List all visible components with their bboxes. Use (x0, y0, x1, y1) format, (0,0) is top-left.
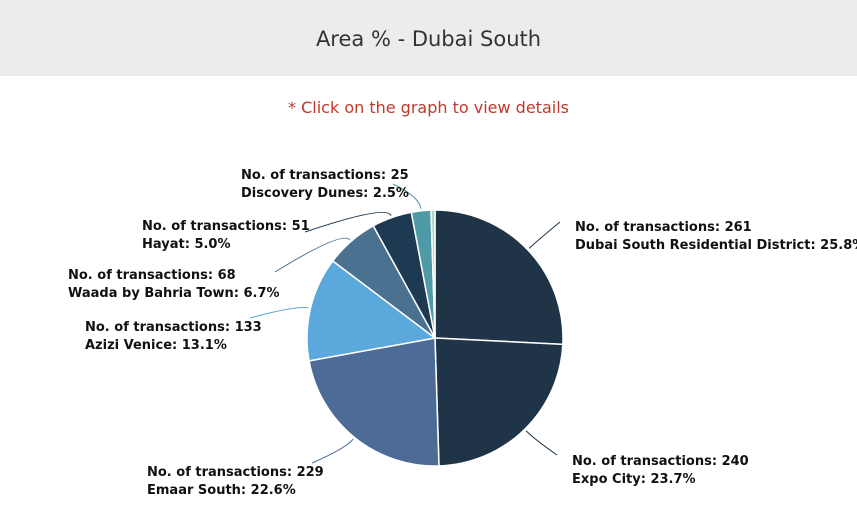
pie-slice[interactable] (434, 337, 564, 467)
value-label: No. of transactions: 261 (575, 220, 752, 235)
connector (274, 237, 351, 273)
subtitle: * Click on the graph to view details (288, 98, 569, 117)
category-label: Hayat: 5.0% (142, 237, 231, 252)
chart-title: Area % - Dubai South (315, 27, 542, 51)
category-label: Waada by Bahria Town: 6.7% (68, 286, 280, 301)
header (0, 0, 857, 76)
connector (528, 221, 561, 249)
value-label: No. of transactions: 25 (241, 168, 409, 183)
connector (304, 211, 392, 233)
pie-slice[interactable] (430, 209, 436, 339)
connector (311, 438, 354, 464)
connector (249, 307, 309, 319)
category-label: Azizi Venice: 13.1% (85, 338, 227, 353)
connector (525, 430, 558, 456)
value-label: No. of transactions: 229 (147, 465, 324, 480)
category-label: Discovery Dunes: 2.5% (241, 186, 409, 201)
pie-slice[interactable] (434, 209, 564, 346)
pie-slice[interactable] (306, 259, 437, 362)
connector (392, 183, 422, 209)
value-label: No. of transactions: 133 (85, 320, 262, 335)
value-label: No. of transactions: 240 (572, 454, 749, 469)
category-label: Expo City: 23.7% (572, 472, 696, 487)
category-label: Emaar South: 22.6% (147, 483, 296, 498)
category-label: Dubai South Residential District: 25.8% (575, 238, 857, 253)
value-label: No. of transactions: 68 (68, 268, 236, 283)
pie-slice[interactable] (308, 337, 440, 467)
value-label: No. of transactions: 51 (142, 219, 310, 234)
